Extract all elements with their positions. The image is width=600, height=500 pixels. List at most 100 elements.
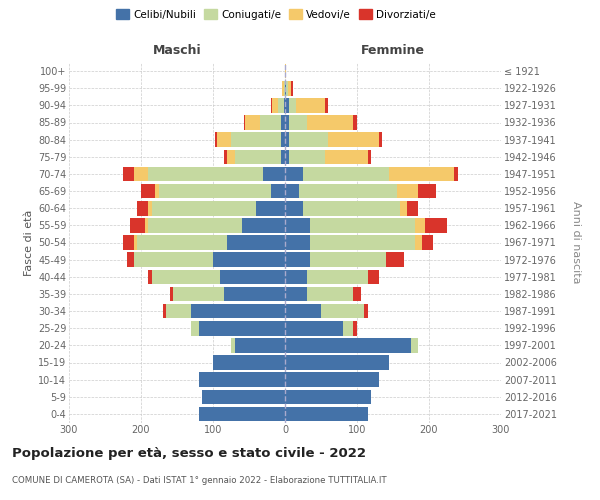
- Bar: [148, 201, 152, 216]
- Bar: [289, 98, 296, 112]
- Text: Popolazione per età, sesso e stato civile - 2022: Popolazione per età, sesso e stato civil…: [12, 448, 366, 460]
- Bar: [215, 132, 217, 147]
- Bar: [123, 235, 134, 250]
- Bar: [285, 132, 289, 147]
- Bar: [141, 184, 155, 198]
- Bar: [231, 132, 281, 147]
- Bar: [148, 218, 242, 232]
- Bar: [364, 304, 368, 318]
- Bar: [123, 166, 134, 181]
- Bar: [127, 252, 134, 267]
- Bar: [285, 184, 299, 198]
- Bar: [307, 270, 368, 284]
- Bar: [285, 338, 411, 352]
- Bar: [285, 252, 310, 267]
- Bar: [271, 184, 285, 198]
- Bar: [285, 270, 307, 284]
- Bar: [288, 81, 292, 96]
- Bar: [303, 166, 389, 181]
- Bar: [411, 338, 418, 352]
- Bar: [260, 115, 281, 130]
- Bar: [245, 115, 260, 130]
- Bar: [235, 338, 285, 352]
- Bar: [379, 132, 382, 147]
- Bar: [199, 372, 285, 387]
- Bar: [307, 286, 353, 301]
- Bar: [227, 235, 285, 250]
- Bar: [281, 150, 285, 164]
- Bar: [148, 166, 263, 181]
- Bar: [454, 166, 458, 181]
- Text: Maschi: Maschi: [152, 44, 202, 58]
- Text: Femmine: Femmine: [361, 44, 425, 58]
- Bar: [285, 166, 303, 181]
- Bar: [137, 201, 148, 216]
- Bar: [152, 201, 256, 216]
- Y-axis label: Anni di nascita: Anni di nascita: [571, 201, 581, 284]
- Bar: [353, 286, 361, 301]
- Bar: [281, 132, 285, 147]
- Bar: [284, 81, 285, 96]
- Bar: [386, 252, 404, 267]
- Bar: [343, 321, 353, 336]
- Bar: [285, 321, 343, 336]
- Bar: [173, 286, 224, 301]
- Bar: [130, 218, 145, 232]
- Bar: [289, 115, 307, 130]
- Bar: [134, 252, 213, 267]
- Bar: [235, 150, 281, 164]
- Bar: [213, 252, 285, 267]
- Bar: [278, 98, 284, 112]
- Legend: Celibi/Nubili, Coniugati/e, Vedovi/e, Divorziati/e: Celibi/Nubili, Coniugati/e, Vedovi/e, Di…: [112, 5, 440, 24]
- Bar: [284, 98, 285, 112]
- Bar: [220, 270, 285, 284]
- Bar: [242, 218, 285, 232]
- Bar: [145, 218, 148, 232]
- Bar: [289, 150, 325, 164]
- Bar: [285, 406, 368, 421]
- Bar: [285, 201, 303, 216]
- Bar: [285, 355, 389, 370]
- Bar: [199, 321, 285, 336]
- Bar: [227, 150, 235, 164]
- Bar: [285, 286, 307, 301]
- Bar: [224, 286, 285, 301]
- Bar: [353, 321, 357, 336]
- Bar: [271, 98, 272, 112]
- Bar: [425, 218, 447, 232]
- Bar: [310, 252, 386, 267]
- Bar: [328, 132, 379, 147]
- Bar: [353, 115, 357, 130]
- Bar: [202, 390, 285, 404]
- Bar: [152, 270, 220, 284]
- Bar: [397, 184, 418, 198]
- Bar: [191, 304, 285, 318]
- Bar: [299, 184, 397, 198]
- Y-axis label: Fasce di età: Fasce di età: [23, 210, 34, 276]
- Bar: [285, 150, 289, 164]
- Bar: [244, 115, 245, 130]
- Bar: [325, 98, 328, 112]
- Bar: [285, 115, 289, 130]
- Bar: [134, 166, 148, 181]
- Bar: [170, 286, 173, 301]
- Bar: [191, 321, 199, 336]
- Bar: [285, 98, 289, 112]
- Bar: [415, 218, 425, 232]
- Bar: [272, 98, 278, 112]
- Bar: [163, 304, 166, 318]
- Bar: [155, 184, 159, 198]
- Bar: [281, 115, 285, 130]
- Text: COMUNE DI CAMEROTA (SA) - Dati ISTAT 1° gennaio 2022 - Elaborazione TUTTITALIA.I: COMUNE DI CAMEROTA (SA) - Dati ISTAT 1° …: [12, 476, 386, 485]
- Bar: [282, 81, 284, 96]
- Bar: [285, 81, 286, 96]
- Bar: [310, 235, 415, 250]
- Bar: [263, 166, 285, 181]
- Bar: [415, 235, 422, 250]
- Bar: [134, 235, 137, 250]
- Bar: [307, 115, 353, 130]
- Bar: [285, 218, 310, 232]
- Bar: [289, 132, 328, 147]
- Bar: [296, 98, 325, 112]
- Bar: [285, 235, 310, 250]
